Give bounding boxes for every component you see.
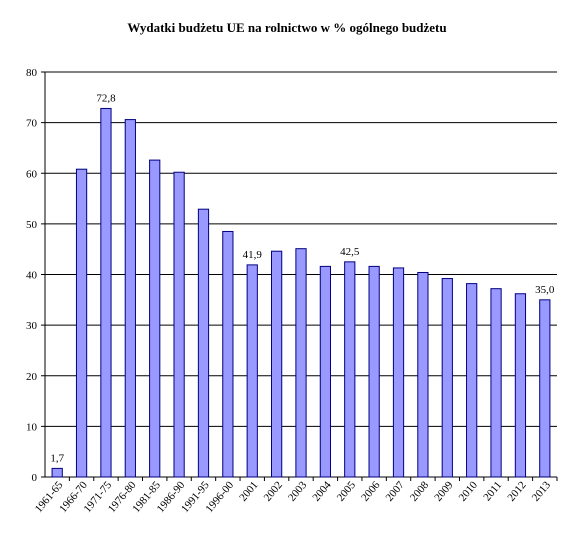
bar [490,288,502,478]
bar [246,264,258,478]
bar [344,261,356,478]
bar [100,107,112,478]
data-label: 72,8 [96,92,116,104]
data-label: 41,9 [243,249,263,261]
y-tick-label: 70 [26,118,38,130]
plot-area: 010203040506070801961-651966-701971-7519… [26,67,558,515]
y-tick-label: 20 [26,371,38,383]
bar [466,283,478,478]
x-tick-label: 2013 [530,479,554,504]
bar [319,265,332,478]
x-tick-label: 2002 [262,479,285,504]
x-tick-label: 2001 [237,479,260,504]
bar [124,119,136,478]
y-tick-label: 50 [26,219,38,231]
bar [539,299,551,478]
bar [149,159,161,478]
x-tick-label: 2006 [359,479,383,504]
bar [173,171,185,478]
y-tick-label: 30 [26,320,38,332]
bar [222,230,234,478]
data-label: 1,7 [50,452,64,464]
x-tick-label: 2010 [457,479,481,504]
data-label: 42,5 [340,246,360,258]
y-tick-label: 80 [26,67,38,79]
chart-title: Wydatki budżetu UE na rolnictwo w % ogól… [127,20,447,35]
bar [441,278,453,478]
x-tick-label: 2009 [432,479,456,504]
x-tick-label: 2004 [310,479,334,504]
bar [197,208,210,478]
bar [271,250,283,478]
bar [368,265,380,478]
y-tick-label: 40 [26,270,38,282]
x-tick-label: 2012 [505,479,528,504]
x-tick-label: 2011 [481,479,504,503]
y-tick-label: 60 [26,168,38,180]
x-tick-label: 2005 [335,479,359,504]
x-tick-label: 2007 [383,479,407,504]
bar [417,271,429,478]
bar [51,467,63,478]
x-tick-label: 2003 [286,479,310,504]
y-tick-label: 10 [26,421,38,433]
bar [392,267,405,478]
y-tick-label: 0 [32,472,38,484]
bar [295,248,307,478]
bar [75,168,88,478]
x-tick-label: 2008 [408,479,432,504]
data-label: 35,0 [535,284,555,296]
bar [514,293,527,478]
